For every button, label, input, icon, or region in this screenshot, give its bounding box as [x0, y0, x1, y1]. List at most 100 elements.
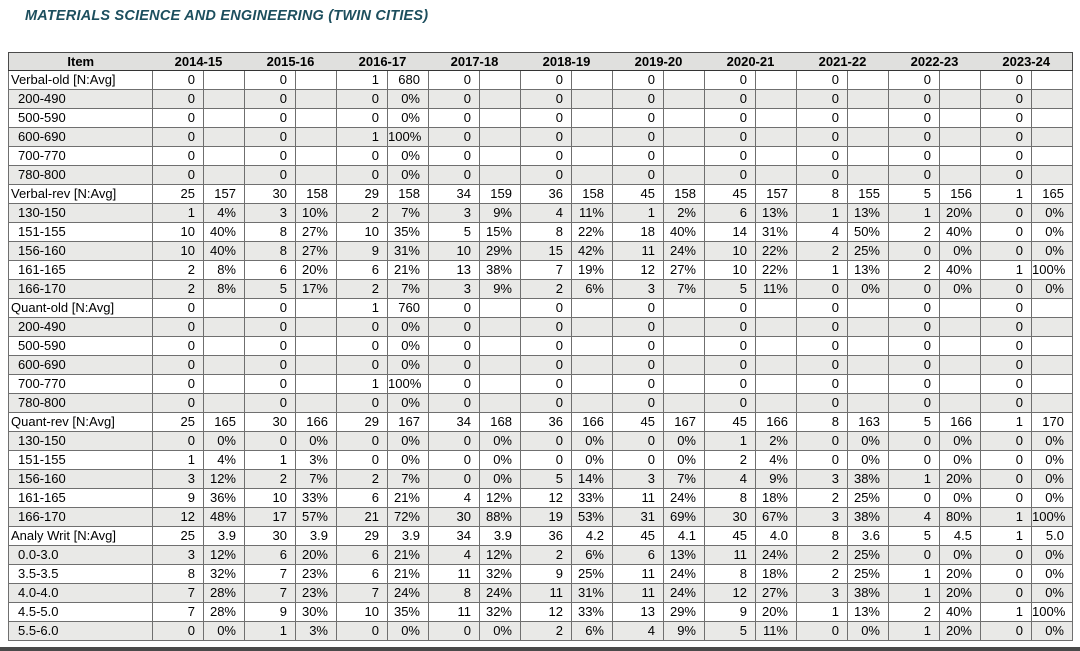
cell-avg-or-percent: 11%: [755, 279, 797, 299]
cell-count: 7: [244, 583, 296, 603]
cell-avg-or-percent: 0%: [387, 317, 429, 337]
row-label: Quant-old [N:Avg]: [8, 298, 153, 318]
cell-count: 3: [612, 279, 664, 299]
cell-avg-or-percent: [755, 70, 797, 90]
cell-count: 2: [888, 222, 940, 242]
cell-avg-or-percent: 13%: [847, 602, 889, 622]
cell-count: 0: [520, 165, 572, 185]
cell-count: 1: [704, 431, 756, 451]
cell-count: 0: [888, 545, 940, 565]
cell-avg-or-percent: 24%: [663, 564, 705, 584]
row-label: 200-490: [8, 317, 153, 337]
cell-avg-or-percent: 0%: [479, 450, 521, 470]
cell-count: 0: [888, 450, 940, 470]
table-row: 3.5-3.5 8 32% 7 23% 6 21% 11 32% 9 25% 11 24% 8 18% 2 25…: [8, 564, 1073, 584]
cell-avg-or-percent: 4%: [203, 203, 245, 223]
cell-count: 8: [244, 241, 296, 261]
cell-avg-or-percent: 0%: [387, 393, 429, 413]
cell-count: 3: [796, 583, 848, 603]
cell-count: 0: [428, 165, 480, 185]
cell-avg-or-percent: 69%: [663, 507, 705, 527]
cell-avg-or-percent: [479, 70, 521, 90]
cell-count: 1: [980, 184, 1032, 204]
cell-count: 0: [612, 108, 664, 128]
cell-avg-or-percent: 166: [295, 412, 337, 432]
cell-count: 0: [888, 393, 940, 413]
cell-count: 0: [704, 89, 756, 109]
cell-avg-or-percent: 15%: [479, 222, 521, 242]
cell-count: 0: [520, 146, 572, 166]
cell-avg-or-percent: 0%: [847, 279, 889, 299]
cell-avg-or-percent: [939, 298, 981, 318]
cell-avg-or-percent: [479, 89, 521, 109]
cell-avg-or-percent: [203, 70, 245, 90]
cell-avg-or-percent: 32%: [203, 564, 245, 584]
cell-avg-or-percent: [203, 355, 245, 375]
cell-count: 0: [428, 127, 480, 147]
cell-count: 0: [612, 70, 664, 90]
cell-count: 0: [888, 374, 940, 394]
cell-count: 1: [888, 583, 940, 603]
table-row: 161-165 2 8% 6 20% 6 21% 13 38% 7 19% 12 27% 10 22% 1 13…: [8, 260, 1073, 280]
table-row: Quant-rev [N:Avg] 25 165 30 166 29 167 34 168 36 1…: [8, 412, 1073, 432]
cell-avg-or-percent: [663, 108, 705, 128]
cell-count: 0: [336, 89, 388, 109]
cell-count: 0: [704, 355, 756, 375]
cell-count: 9: [336, 241, 388, 261]
cell-avg-or-percent: 48%: [203, 507, 245, 527]
cell-avg-or-percent: [939, 127, 981, 147]
cell-count: 6: [244, 545, 296, 565]
cell-count: 0: [980, 108, 1032, 128]
cell-avg-or-percent: [663, 146, 705, 166]
cell-avg-or-percent: [663, 127, 705, 147]
cell-count: 0: [336, 355, 388, 375]
cell-avg-or-percent: [571, 298, 613, 318]
cell-count: 0: [980, 336, 1032, 356]
cell-avg-or-percent: [755, 374, 797, 394]
cell-count: 10: [152, 241, 204, 261]
cell-avg-or-percent: 25%: [847, 545, 889, 565]
cell-count: 30: [244, 526, 296, 546]
cell-avg-or-percent: 67%: [755, 507, 797, 527]
cell-avg-or-percent: 0%: [1031, 488, 1073, 508]
cell-count: 10: [336, 222, 388, 242]
cell-avg-or-percent: 40%: [203, 222, 245, 242]
cell-count: 0: [796, 146, 848, 166]
table-row: 151-155 1 4% 1 3% 0 0% 0 0% 0 0% 0 0% 2 4% 0 0% 0 0% 0 0%: [8, 450, 1073, 470]
cell-count: 19: [520, 507, 572, 527]
cell-avg-or-percent: 0%: [387, 165, 429, 185]
cell-count: 2: [336, 203, 388, 223]
cell-avg-or-percent: 4.5: [939, 526, 981, 546]
cell-count: 0: [980, 89, 1032, 109]
cell-avg-or-percent: [663, 317, 705, 337]
cell-count: 0: [336, 146, 388, 166]
cell-count: 0: [980, 431, 1032, 451]
cell-avg-or-percent: [479, 317, 521, 337]
cell-count: 0: [520, 393, 572, 413]
cell-count: 11: [520, 583, 572, 603]
cell-count: 11: [612, 564, 664, 584]
cell-count: 12: [152, 507, 204, 527]
cell-avg-or-percent: 166: [755, 412, 797, 432]
table-body: Verbal-old [N:Avg] 0 0 1 680 0 0 0 0 0 0 0 200-490 0 0…: [8, 70, 1073, 641]
cell-count: 36: [520, 412, 572, 432]
cell-avg-or-percent: 0%: [387, 89, 429, 109]
cell-count: 0: [980, 564, 1032, 584]
cell-avg-or-percent: [1031, 165, 1073, 185]
cell-avg-or-percent: [571, 336, 613, 356]
cell-count: 0: [796, 108, 848, 128]
cell-count: 0: [152, 336, 204, 356]
cell-avg-or-percent: 157: [203, 184, 245, 204]
cell-avg-or-percent: 4.0: [755, 526, 797, 546]
cell-avg-or-percent: [571, 70, 613, 90]
cell-count: 7: [152, 583, 204, 603]
cell-count: 45: [612, 184, 664, 204]
cell-count: 0: [888, 298, 940, 318]
cell-avg-or-percent: 27%: [295, 222, 337, 242]
cell-avg-or-percent: [295, 89, 337, 109]
cell-avg-or-percent: 0%: [1031, 431, 1073, 451]
cell-avg-or-percent: 0%: [1031, 564, 1073, 584]
cell-count: 36: [520, 184, 572, 204]
cell-count: 0: [428, 70, 480, 90]
cell-avg-or-percent: 20%: [939, 583, 981, 603]
